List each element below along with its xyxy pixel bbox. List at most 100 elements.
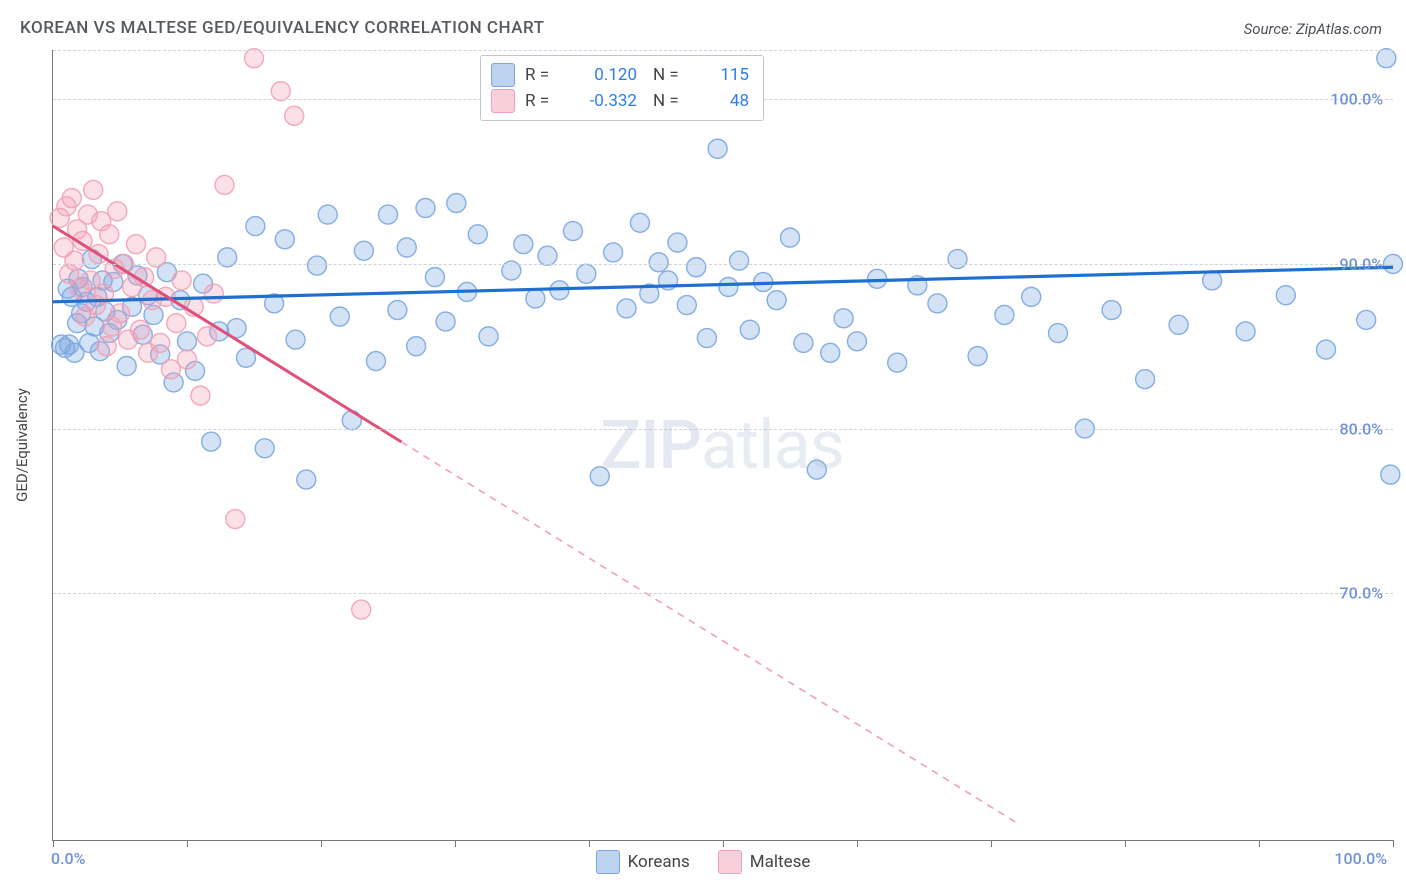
scatter-point	[204, 284, 223, 303]
scatter-point	[730, 251, 749, 270]
scatter-point	[198, 327, 217, 346]
scatter-point	[538, 246, 557, 265]
scatter-point	[468, 225, 487, 244]
scatter-point	[425, 268, 444, 287]
scatter-point	[1236, 322, 1255, 341]
scatter-point	[416, 199, 435, 218]
scatter-point	[821, 343, 840, 362]
scatter-point	[630, 213, 649, 232]
plot-svg	[53, 50, 1393, 840]
scatter-point	[388, 301, 407, 320]
scatter-point	[275, 230, 294, 249]
legend-r-value: 0.120	[569, 65, 637, 85]
scatter-point	[354, 241, 373, 260]
scatter-point	[1049, 324, 1068, 343]
scatter-point	[995, 305, 1014, 324]
scatter-point	[330, 307, 349, 326]
x-tick	[321, 840, 322, 847]
scatter-point	[740, 320, 759, 339]
scatter-point	[1169, 315, 1188, 334]
scatter-point	[379, 205, 398, 224]
scatter-point	[479, 327, 498, 346]
scatter-point	[285, 106, 304, 125]
legend-row: R = -0.332 N = 48	[491, 88, 749, 114]
scatter-point	[191, 386, 210, 405]
scatter-point	[127, 235, 146, 254]
scatter-point	[590, 467, 609, 486]
scatter-point	[167, 314, 186, 333]
plot-area: 70.0%80.0%90.0%100.0%0.0%100.0%	[52, 50, 1393, 841]
scatter-point	[1381, 465, 1400, 484]
scatter-point	[172, 271, 191, 290]
scatter-point	[526, 289, 545, 308]
scatter-point	[352, 600, 371, 619]
scatter-point	[286, 330, 305, 349]
x-tick	[1125, 840, 1126, 847]
x-tick	[187, 840, 188, 847]
legend-correlation: R = 0.120 N = 115 R = -0.332 N = 48	[480, 55, 764, 121]
scatter-point	[687, 258, 706, 277]
x-tick	[53, 840, 54, 847]
scatter-point	[1377, 49, 1396, 68]
scatter-point	[226, 510, 245, 529]
legend-swatch	[596, 850, 620, 874]
legend-n-label: N =	[653, 65, 695, 85]
legend-item: Koreans	[596, 850, 690, 874]
scatter-point	[117, 357, 136, 376]
scatter-point	[928, 294, 947, 313]
legend-n-value: 115	[705, 65, 749, 85]
scatter-point	[84, 180, 103, 199]
scatter-point	[794, 333, 813, 352]
legend-label: Koreans	[628, 852, 690, 872]
chart-title: KOREAN VS MALTESE GED/EQUIVALENCY CORREL…	[20, 18, 545, 38]
scatter-point	[1317, 340, 1336, 359]
scatter-point	[397, 238, 416, 257]
scatter-point	[447, 194, 466, 213]
legend-series: Koreans Maltese	[0, 850, 1406, 874]
scatter-point	[1357, 310, 1376, 329]
y-tick-label: 80.0%	[1339, 419, 1383, 438]
scatter-point	[108, 202, 127, 221]
x-tick	[991, 840, 992, 847]
x-tick	[1393, 840, 1394, 847]
scatter-point	[215, 175, 234, 194]
gridline-horizontal	[53, 593, 1393, 594]
y-tick-label: 70.0%	[1339, 584, 1383, 603]
scatter-point	[848, 332, 867, 351]
scatter-point	[178, 332, 197, 351]
scatter-point	[668, 233, 687, 252]
scatter-point	[868, 269, 887, 288]
scatter-point	[834, 309, 853, 328]
scatter-point	[1203, 271, 1222, 290]
scatter-point	[604, 243, 623, 262]
scatter-point	[514, 235, 533, 254]
x-tick	[1259, 840, 1260, 847]
legend-n-label: N =	[653, 91, 695, 111]
scatter-point	[271, 82, 290, 101]
source-label: Source: ZipAtlas.com	[1244, 20, 1382, 38]
scatter-point	[563, 222, 582, 241]
legend-row: R = 0.120 N = 115	[491, 62, 749, 88]
gridline-horizontal	[53, 429, 1393, 430]
scatter-point	[781, 228, 800, 247]
y-tick-label: 90.0%	[1339, 254, 1383, 273]
scatter-point	[307, 256, 326, 275]
scatter-point	[968, 347, 987, 366]
scatter-point	[245, 49, 264, 68]
legend-item: Maltese	[718, 850, 811, 874]
scatter-point	[1276, 286, 1295, 305]
x-tick	[455, 840, 456, 847]
legend-n-value: 48	[705, 91, 749, 111]
legend-swatch	[491, 63, 515, 87]
legend-r-value: -0.332	[569, 91, 637, 111]
scatter-point	[807, 460, 826, 479]
scatter-point	[65, 251, 84, 270]
legend-r-label: R =	[525, 91, 559, 111]
legend-r-label: R =	[525, 65, 559, 85]
scatter-point	[255, 439, 274, 458]
scatter-point	[767, 291, 786, 310]
scatter-point	[366, 352, 385, 371]
scatter-point	[111, 304, 130, 323]
gridline-horizontal	[53, 50, 1393, 51]
legend-label: Maltese	[750, 852, 811, 872]
